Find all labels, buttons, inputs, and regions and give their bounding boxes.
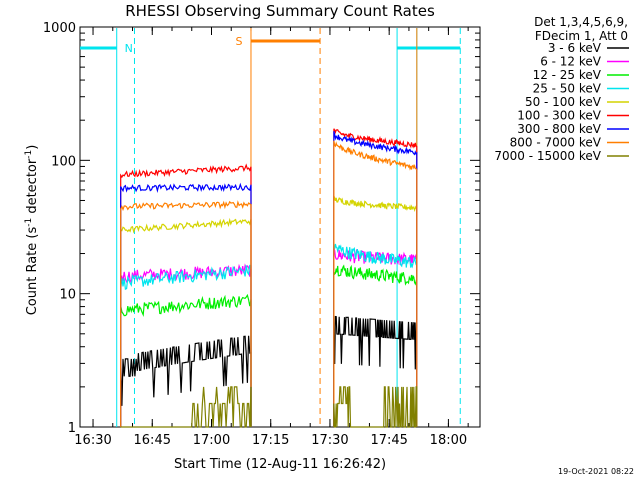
series-line	[333, 140, 418, 427]
y-tick-label: 100	[51, 154, 76, 169]
series-line	[120, 163, 252, 427]
legend: Det 1,3,4,5,6,9, FDecim 1, Att 0 3 - 6 k…	[494, 15, 629, 163]
series-line	[120, 264, 252, 427]
legend-label: 800 - 7000 keV	[510, 136, 602, 150]
legend-header-line-2: FDecim 1, Att 0	[535, 29, 628, 43]
series-12-25keV	[120, 264, 418, 427]
series-100-300keV	[120, 128, 418, 427]
x-tick-label: 17:45	[370, 433, 407, 448]
series-800-7000keV	[120, 140, 418, 427]
series-7000-15000keV	[120, 386, 418, 428]
y-axis-label: Count Rate (s-1 detector-1)	[24, 145, 40, 316]
night-label: N	[125, 42, 133, 55]
legend-label: 100 - 300 keV	[517, 109, 601, 123]
y-tick-label: 1000	[43, 21, 76, 36]
legend-entry: 300 - 800 keV	[517, 122, 629, 136]
legend-entry: 12 - 25 keV	[533, 68, 629, 82]
series-line	[120, 182, 252, 427]
series-line	[333, 247, 418, 427]
plot-area: 16:30 16:45 17:00 17:15 17:30 17:45 18:00 1 10 10…	[43, 21, 481, 448]
x-axis-label: Start Time (12-Aug-11 16:26:42)	[174, 457, 386, 472]
series-line	[333, 243, 418, 427]
series-25-50keV	[120, 243, 418, 427]
series-line	[333, 128, 418, 427]
x-tick-label: 16:30	[74, 433, 111, 448]
x-tick-label: 18:00	[430, 433, 467, 448]
x-tick-label: 17:00	[193, 433, 230, 448]
y-tick-label: 1	[68, 421, 76, 436]
legend-label: 12 - 25 keV	[533, 68, 602, 82]
series-50-100keV	[120, 195, 418, 427]
x-tick-label: 16:45	[134, 433, 171, 448]
series-line	[120, 386, 252, 428]
legend-entry: 25 - 50 keV	[533, 82, 629, 96]
series-3-6keV	[120, 315, 418, 427]
chart-title: RHESSI Observing Summary Count Rates	[125, 2, 435, 20]
series-line	[120, 335, 252, 427]
x-tick-label: 17:30	[311, 433, 348, 448]
legend-label: 3 - 6 keV	[548, 41, 602, 55]
series-line	[120, 200, 252, 427]
legend-entry: 800 - 7000 keV	[510, 136, 629, 150]
series-line	[333, 315, 418, 427]
legend-entry: 50 - 100 keV	[525, 95, 629, 109]
series-line	[333, 386, 418, 428]
series-300-800keV	[120, 131, 418, 427]
series-line	[333, 195, 418, 427]
x-tick-label: 17:15	[252, 433, 289, 448]
legend-entry: 100 - 300 keV	[517, 109, 629, 123]
legend-entry: 3 - 6 keV	[548, 41, 629, 55]
series-line	[333, 264, 418, 427]
series-line	[120, 217, 252, 427]
legend-label: 7000 - 15000 keV	[494, 149, 601, 163]
saa-label: S	[235, 35, 242, 48]
legend-entry: 7000 - 15000 keV	[494, 149, 629, 163]
timestamp: 19-Oct-2021 08:22	[558, 467, 634, 476]
y-tick-label: 10	[59, 288, 76, 303]
legend-label: 6 - 12 keV	[540, 55, 602, 69]
series-line	[120, 293, 252, 427]
series-line	[333, 131, 418, 427]
plot-frame	[79, 26, 481, 428]
legend-entry: 6 - 12 keV	[540, 55, 629, 69]
legend-label: 300 - 800 keV	[517, 122, 601, 136]
legend-label: 50 - 100 keV	[525, 95, 602, 109]
legend-label: 25 - 50 keV	[533, 82, 602, 96]
legend-header-line-1: Det 1,3,4,5,6,9,	[534, 15, 628, 29]
